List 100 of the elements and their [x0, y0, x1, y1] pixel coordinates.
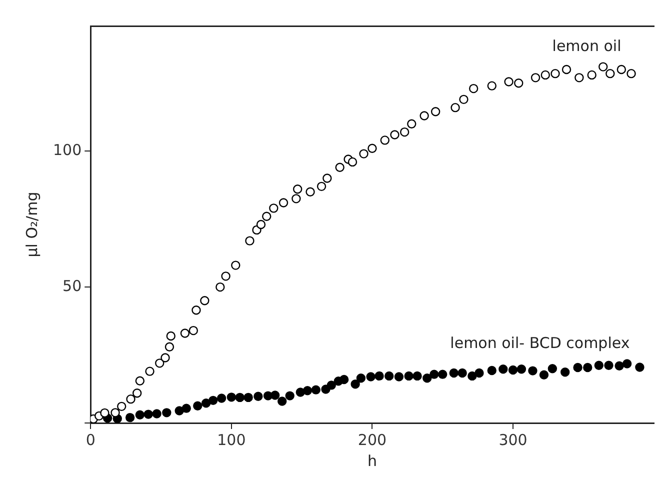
point [450, 102, 460, 112]
point [350, 380, 360, 389]
point [468, 371, 477, 381]
series-label: lemon oil- BCD complex [450, 334, 630, 352]
point [384, 371, 394, 381]
point [400, 127, 410, 137]
point [292, 194, 301, 204]
point [270, 390, 280, 400]
point [516, 364, 526, 374]
point [528, 366, 538, 376]
point [254, 392, 263, 401]
point [404, 371, 414, 381]
point [438, 370, 448, 379]
point [208, 396, 218, 406]
point [244, 392, 253, 402]
point [200, 296, 210, 306]
point [192, 306, 201, 315]
point [278, 198, 288, 208]
point [412, 371, 422, 381]
point [635, 362, 644, 372]
point [256, 220, 266, 230]
point [458, 368, 467, 378]
point [306, 187, 315, 196]
point [487, 366, 496, 376]
point [366, 372, 376, 382]
point [235, 392, 244, 402]
point [193, 401, 202, 410]
point [100, 408, 110, 418]
point [622, 359, 632, 368]
x-tick-label: 300 [498, 430, 528, 449]
point [548, 364, 558, 374]
x-tick-label: 200 [358, 430, 387, 449]
point [231, 260, 240, 270]
point [201, 398, 211, 408]
x-tick-label: 0 [86, 430, 96, 449]
point [530, 73, 540, 82]
point [430, 107, 440, 116]
point [380, 136, 390, 145]
point [368, 144, 377, 153]
point [474, 368, 484, 378]
point [359, 149, 368, 158]
point [335, 162, 344, 172]
point [174, 406, 184, 416]
point [339, 374, 349, 384]
point [164, 342, 174, 352]
point [144, 410, 153, 419]
point [468, 84, 478, 94]
point [226, 392, 236, 402]
point [166, 331, 176, 341]
point [539, 370, 549, 380]
point [216, 282, 225, 292]
point [407, 119, 416, 128]
point [180, 328, 190, 338]
point [285, 391, 294, 400]
point [459, 94, 468, 104]
point [420, 111, 429, 120]
point [110, 408, 120, 418]
point [616, 64, 626, 74]
point [498, 364, 508, 374]
point [182, 404, 191, 413]
point [188, 326, 198, 336]
point [316, 182, 326, 192]
point [626, 68, 636, 78]
point [560, 368, 570, 377]
point [430, 370, 439, 379]
point [614, 361, 624, 370]
point [390, 130, 400, 140]
point [125, 412, 135, 422]
point [550, 68, 560, 78]
point [135, 410, 145, 420]
point [594, 360, 604, 370]
y-axis-title: µl O₂/mg [22, 192, 41, 258]
point [604, 360, 614, 370]
point [562, 64, 572, 74]
point [132, 388, 142, 398]
point [574, 73, 584, 82]
point [374, 371, 384, 381]
point [126, 394, 136, 404]
point [487, 81, 496, 90]
point [278, 396, 287, 406]
point [152, 409, 162, 418]
point [245, 236, 254, 246]
point [162, 408, 172, 418]
point [160, 353, 170, 362]
x-axis-title: h [367, 452, 377, 470]
point [322, 174, 332, 183]
point [606, 68, 615, 78]
point [508, 365, 518, 375]
y-tick-label: 50 [62, 276, 82, 295]
point [422, 374, 432, 383]
point [155, 358, 164, 368]
point [356, 374, 366, 383]
point [598, 62, 608, 72]
point [292, 184, 302, 194]
series-label: lemon oil [552, 37, 622, 56]
point [262, 212, 272, 221]
point [449, 368, 458, 378]
point [135, 376, 145, 386]
point [394, 372, 404, 382]
point [311, 385, 320, 394]
